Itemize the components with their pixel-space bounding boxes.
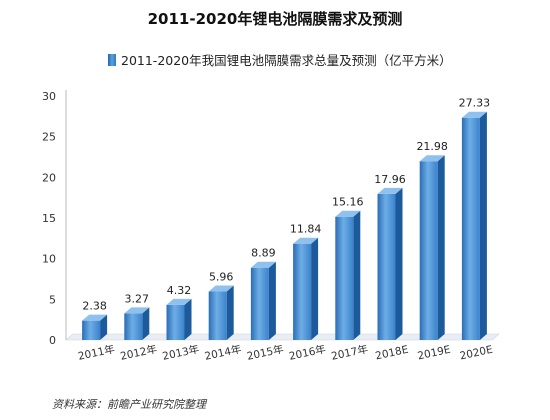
y-tick-label: 5 (49, 293, 56, 306)
bar-top (419, 155, 445, 162)
bar-front (419, 161, 438, 340)
bar-top (82, 314, 108, 321)
bar-top (250, 261, 276, 268)
bar-front (82, 320, 101, 340)
bar-2016年 (293, 237, 319, 340)
x-tick-label: 2011年 (77, 342, 116, 362)
bar-top (124, 307, 150, 314)
data-label: 4.32 (167, 284, 192, 297)
bar-2014年 (208, 285, 234, 340)
chart-legend: 2011-2020年我国锂电池隔膜需求总量及预测（亿平方米） (108, 50, 452, 69)
bar-top (293, 237, 319, 244)
bar-side (395, 187, 403, 340)
x-tick-label: 2015年 (246, 342, 285, 362)
data-label: 8.89 (251, 247, 276, 260)
x-tick-label: 2017年 (330, 342, 369, 362)
bar-side (184, 298, 192, 340)
data-label: 21.98 (416, 140, 448, 153)
legend-label: 2011-2020年我国锂电池隔膜需求总量及预测（亿平方米） (121, 53, 452, 68)
y-tick-label: 30 (42, 90, 56, 103)
bar-front (377, 193, 396, 340)
bar-front (461, 117, 480, 340)
bar-front (208, 291, 227, 340)
bar-side (268, 261, 276, 340)
data-label: 5.96 (209, 271, 234, 284)
y-tick-label: 0 (49, 334, 56, 347)
data-label: 27.33 (459, 97, 491, 110)
bar-2015年 (250, 261, 276, 340)
data-label: 17.96 (374, 173, 406, 186)
y-tick-label: 10 (42, 253, 56, 266)
bar-top (335, 210, 361, 217)
data-label: 3.27 (125, 292, 150, 305)
x-tick-label: 2018E (374, 344, 409, 363)
data-label: 15.16 (332, 196, 364, 209)
x-tick-label: 2020E (459, 344, 494, 363)
chart-title: 2011-2020年锂电池隔膜需求及预测 (147, 10, 403, 28)
bar-2018E (377, 187, 403, 340)
bar-top (166, 298, 192, 305)
source-note: 资料来源：前瞻产业研究院整理 (52, 398, 206, 411)
bar-top (461, 111, 487, 118)
bar-top (377, 187, 403, 194)
data-label: 11.84 (290, 223, 322, 236)
bar-side (311, 237, 319, 340)
y-tick-label: 20 (42, 171, 56, 184)
bar-side (100, 314, 108, 340)
data-label: 2.38 (82, 300, 107, 313)
bar-2019E (419, 155, 445, 340)
bar-side (437, 155, 445, 340)
bar-2011年 (82, 314, 108, 340)
bar-2020E (461, 111, 487, 340)
x-tick-label: 2012年 (119, 342, 158, 362)
bar-side (142, 307, 150, 340)
bar-front (335, 216, 354, 340)
bar-front (293, 243, 312, 340)
x-tick-label: 2016年 (288, 342, 327, 362)
x-tick-label: 2013年 (161, 342, 200, 362)
y-tick-label: 15 (42, 212, 56, 225)
bar-side (226, 285, 234, 340)
legend-swatch (108, 54, 116, 66)
y-tick-label: 25 (42, 131, 56, 144)
bar-2017年 (335, 210, 361, 340)
bar-side (353, 210, 361, 340)
x-tick-label: 2014年 (203, 342, 242, 362)
bar-top (208, 285, 234, 292)
bar-side (479, 111, 487, 340)
bar-front (250, 267, 269, 340)
bar-front (166, 304, 185, 340)
bar-front (124, 313, 143, 340)
x-tick-label: 2019E (417, 344, 452, 363)
bar-2013年 (166, 298, 192, 340)
bar-2012年 (124, 307, 150, 340)
